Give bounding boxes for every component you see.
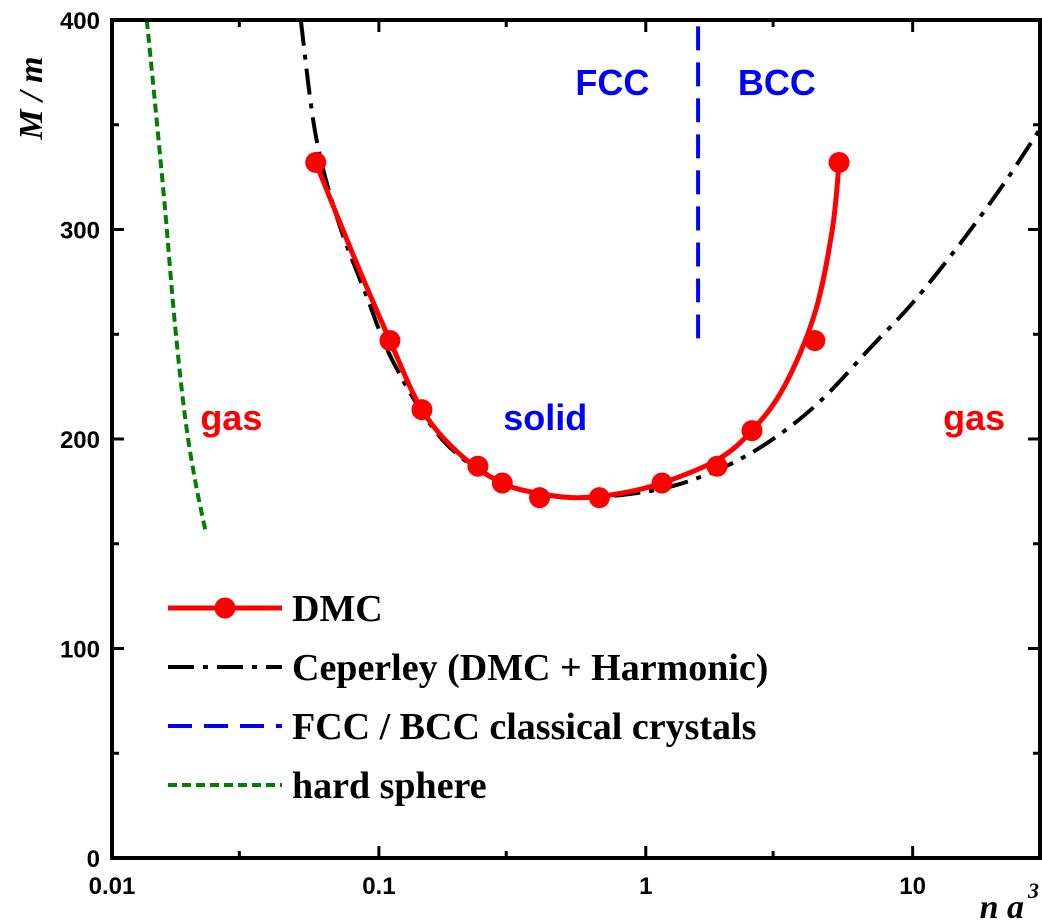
y-tick-label: 100 [60, 637, 100, 664]
data-point-dmc-6 [588, 487, 610, 509]
legend-label-dmc: DMC [292, 588, 383, 630]
data-point-dmc-4 [491, 472, 513, 494]
legend-marker-dmc [214, 597, 236, 619]
y-axis-title: M / m [13, 56, 50, 140]
region-label-solid: solid [503, 397, 587, 438]
legend-label-hard-sphere: hard sphere [292, 765, 487, 807]
series-line-hard-sphere [144, 20, 208, 534]
data-point-dmc-7 [651, 472, 673, 494]
region-label-bcc: BCC [738, 62, 816, 103]
series-line-ceperley-dmc-harmonic [298, 20, 1040, 500]
data-point-dmc-9 [741, 420, 763, 442]
legend: DMC Ceperley (DMC + Harmonic) FCC / BCC cl… [168, 588, 768, 807]
annotations-layer: gas solid gas FCC BCC [200, 62, 1005, 438]
data-point-dmc-2 [411, 399, 433, 421]
y-tick-label: 300 [60, 218, 100, 245]
axes-layer: 0 100 200 300 400 0.01 0.1 1 10 n a 3 M / m [13, 8, 1042, 923]
legend-label-fcc-bcc-classical-crystals: FCC / BCC classical crystals [292, 706, 756, 748]
x-tick-label: 1 [639, 873, 652, 900]
x-axis-title: n a [980, 889, 1024, 923]
data-point-dmc-10 [804, 330, 826, 352]
data-point-dmc-0 [305, 151, 327, 173]
x-tick-label: 0.01 [89, 873, 136, 900]
y-tick-label: 0 [87, 846, 100, 873]
x-tick-label: 10 [899, 873, 926, 900]
legend-label-ceperley-dmc-harmonic: Ceperley (DMC + Harmonic) [292, 647, 768, 689]
region-label-gas: gas [200, 397, 262, 438]
y-tick-label: 400 [60, 8, 100, 35]
data-point-dmc-1 [379, 330, 401, 352]
x-axis-title-superscript: 3 [1027, 878, 1039, 903]
data-point-dmc-5 [529, 487, 551, 509]
region-label-gas: gas [943, 397, 1005, 438]
data-point-dmc-3 [467, 455, 489, 477]
data-point-dmc-8 [706, 455, 728, 477]
data-point-dmc-11 [828, 151, 850, 173]
x-tick-label: 0.1 [362, 873, 395, 900]
curves-layer [144, 20, 1040, 534]
region-label-fcc: FCC [575, 62, 649, 103]
y-tick-label: 200 [60, 427, 100, 454]
